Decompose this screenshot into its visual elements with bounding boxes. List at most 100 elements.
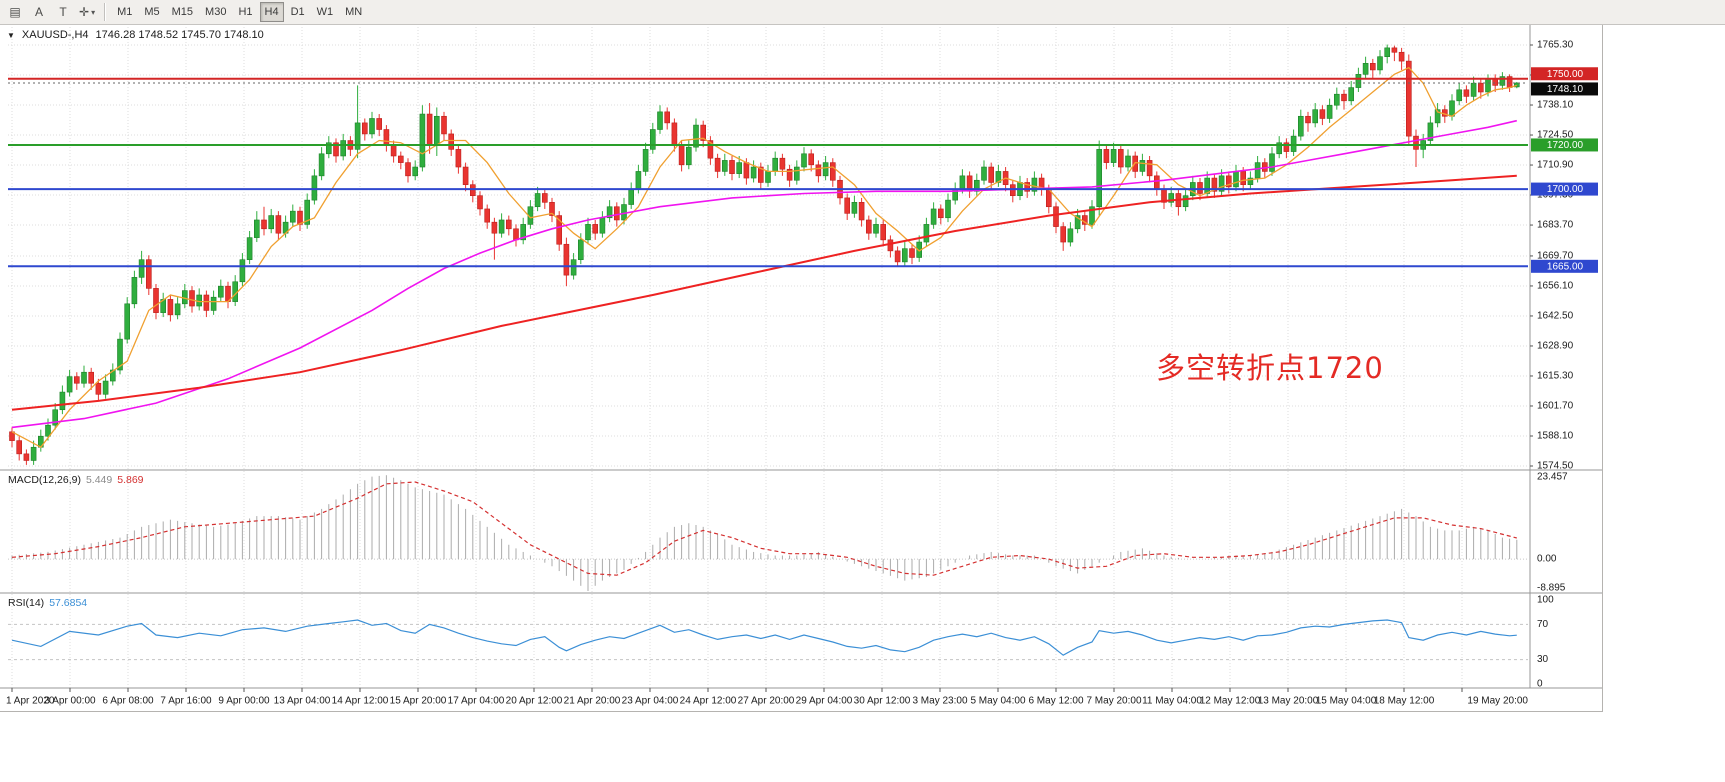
svg-text:13 May 20:00: 13 May 20:00 — [1258, 696, 1319, 707]
svg-text:30 Apr 12:00: 30 Apr 12:00 — [854, 696, 911, 707]
text-box-icon[interactable]: T — [59, 5, 67, 19]
svg-text:21 Apr 20:00: 21 Apr 20:00 — [564, 696, 621, 707]
crosshair-tool-icon[interactable]: ✛ ▾ — [79, 5, 96, 19]
svg-text:1656.10: 1656.10 — [1537, 280, 1574, 291]
macd-name: MACD(12,26,9) — [8, 474, 81, 486]
price-tags: 1750.00 1748.10 1720.00 1700.00 1665.00 — [1531, 67, 1598, 273]
svg-text:1710.90: 1710.90 — [1537, 160, 1574, 171]
price-axis[interactable]: 1765.301751.701738.101724.501710.901697.… — [1530, 40, 1574, 472]
svg-text:7 May 20:00: 7 May 20:00 — [1086, 696, 1141, 707]
svg-text:15 Apr 20:00: 15 Apr 20:00 — [390, 696, 447, 707]
svg-text:0.00: 0.00 — [1537, 554, 1557, 565]
svg-text:1669.70: 1669.70 — [1537, 250, 1574, 261]
svg-text:19 May 20:00: 19 May 20:00 — [1467, 696, 1528, 707]
ma-mid-magenta — [11, 119, 1517, 429]
svg-text:9 Apr 00:00: 9 Apr 00:00 — [218, 696, 270, 707]
svg-text:1720.00: 1720.00 — [1547, 140, 1584, 151]
svg-text:1748.10: 1748.10 — [1547, 84, 1584, 95]
svg-text:27 Apr 20:00: 27 Apr 20:00 — [738, 696, 795, 707]
toolbar-icon-group: ▤ A T ✛ ▾ — [3, 0, 99, 25]
timeframe-button-mn[interactable]: MN — [345, 6, 363, 18]
annotate-a-icon[interactable]: A — [34, 5, 43, 19]
svg-text:1588.10: 1588.10 — [1537, 430, 1574, 441]
svg-text:1601.70: 1601.70 — [1537, 400, 1574, 411]
chart-canvas[interactable]: 1765.301751.701738.101724.501710.901697.… — [0, 25, 1602, 711]
svg-text:1750.00: 1750.00 — [1547, 69, 1584, 80]
rsi-axis[interactable]: 100 70 30 0 — [1537, 595, 1554, 690]
macd-axis[interactable]: 23.457 0.00 -8.895 — [1537, 472, 1568, 594]
svg-text:13 Apr 04:00: 13 Apr 04:00 — [274, 696, 331, 707]
svg-text:1615.30: 1615.30 — [1537, 370, 1574, 381]
svg-text:1628.90: 1628.90 — [1537, 340, 1574, 351]
chart-symbol-header: ▼ XAUUSD-,H4 1746.28 1748.52 1745.70 174… — [7, 29, 264, 41]
macd-main-value: 5.449 — [85, 474, 113, 486]
timeframe-button-m15[interactable]: M15 — [171, 6, 194, 18]
svg-text:1700.00: 1700.00 — [1547, 184, 1584, 195]
toolbar: ▤ A T ✛ ▾ M1 M5 M15 M30 H1 H4 D1 W1 MN — [0, 0, 1725, 25]
symbol-collapse-icon[interactable]: ▼ — [7, 30, 15, 40]
svg-text:15 May 04:00: 15 May 04:00 — [1316, 696, 1377, 707]
dropdown-caret-icon[interactable]: ▾ — [91, 7, 96, 17]
svg-text:23.457: 23.457 — [1537, 472, 1568, 483]
moving-average-lines — [11, 66, 1517, 449]
svg-text:6 Apr 08:00: 6 Apr 08:00 — [102, 696, 154, 707]
ma-slow-red — [11, 174, 1517, 411]
svg-text:20 Apr 12:00: 20 Apr 12:00 — [506, 696, 563, 707]
svg-text:5 May 04:00: 5 May 04:00 — [970, 696, 1025, 707]
svg-text:14 Apr 12:00: 14 Apr 12:00 — [332, 696, 389, 707]
grid-lines — [8, 27, 1528, 688]
timeframe-button-m30[interactable]: M30 — [205, 6, 227, 18]
svg-text:1 Apr 2020: 1 Apr 2020 — [6, 696, 55, 707]
rsi-name: RSI(14) — [8, 597, 45, 609]
svg-text:7 Apr 16:00: 7 Apr 16:00 — [160, 696, 212, 707]
macd-signal-value: 5.869 — [117, 474, 144, 486]
svg-text:6 May 12:00: 6 May 12:00 — [1028, 696, 1083, 707]
svg-text:12 May 12:00: 12 May 12:00 — [1200, 696, 1261, 707]
svg-text:70: 70 — [1537, 619, 1549, 630]
svg-text:1683.70: 1683.70 — [1537, 220, 1574, 231]
timeframe-button-m1[interactable]: M1 — [117, 6, 133, 18]
chart-text-annotation[interactable]: 多空转折点1720 — [1156, 351, 1384, 385]
candlestick-series — [9, 44, 1520, 465]
rsi-indicator-label: RSI(14) 57.6854 — [8, 597, 87, 609]
svg-text:3 May 23:00: 3 May 23:00 — [912, 696, 967, 707]
svg-text:1642.50: 1642.50 — [1537, 310, 1574, 321]
timeframe-button-m5[interactable]: M5 — [144, 6, 160, 18]
rsi-panel — [11, 619, 1517, 656]
rsi-line — [11, 619, 1517, 656]
rsi-value: 57.6854 — [49, 597, 88, 609]
svg-text:18 May 12:00: 18 May 12:00 — [1374, 696, 1435, 707]
svg-text:17 Apr 04:00: 17 Apr 04:00 — [448, 696, 505, 707]
ma-fast-orange — [11, 66, 1517, 449]
svg-text:1665.00: 1665.00 — [1547, 261, 1584, 272]
macd-indicator-label: MACD(12,26,9) 5.449 5.869 — [8, 474, 144, 486]
timeframe-button-d1[interactable]: D1 — [290, 6, 305, 18]
svg-text:30: 30 — [1537, 654, 1549, 665]
svg-text:1724.50: 1724.50 — [1537, 130, 1574, 141]
macd-panel — [11, 475, 1518, 592]
timeframe-button-h4[interactable]: H4 — [259, 2, 284, 22]
svg-text:11 May 04:00: 11 May 04:00 — [1142, 696, 1202, 707]
chart-window: 1765.301751.701738.101724.501710.901697.… — [0, 25, 1603, 712]
svg-text:0: 0 — [1537, 679, 1543, 690]
horizontal-level-lines[interactable] — [8, 77, 1528, 268]
panel-separators — [0, 25, 1602, 689]
svg-text:24 Apr 12:00: 24 Apr 12:00 — [680, 696, 737, 707]
svg-text:1765.30: 1765.30 — [1537, 40, 1574, 51]
timeframe-button-w1[interactable]: W1 — [316, 6, 334, 18]
svg-text:1574.50: 1574.50 — [1537, 461, 1574, 472]
svg-text:29 Apr 04:00: 29 Apr 04:00 — [796, 696, 853, 707]
charts-window-icon[interactable]: ▤ — [9, 5, 21, 19]
ohlc-readout: 1746.28 1748.52 1745.70 1748.10 — [95, 29, 264, 41]
timeframe-button-group: M1 M5 M15 M30 H1 H4 D1 W1 MN — [111, 0, 368, 25]
svg-text:1738.10: 1738.10 — [1537, 100, 1574, 111]
svg-text:100: 100 — [1537, 595, 1554, 606]
symbol-timeframe-label: XAUUSD-,H4 — [21, 29, 89, 41]
toolbar-separator — [104, 3, 107, 21]
svg-text:3 Apr 00:00: 3 Apr 00:00 — [44, 696, 96, 707]
timeframe-button-h1[interactable]: H1 — [238, 6, 253, 18]
macd-signal-line — [11, 481, 1517, 576]
svg-text:23 Apr 04:00: 23 Apr 04:00 — [622, 696, 679, 707]
